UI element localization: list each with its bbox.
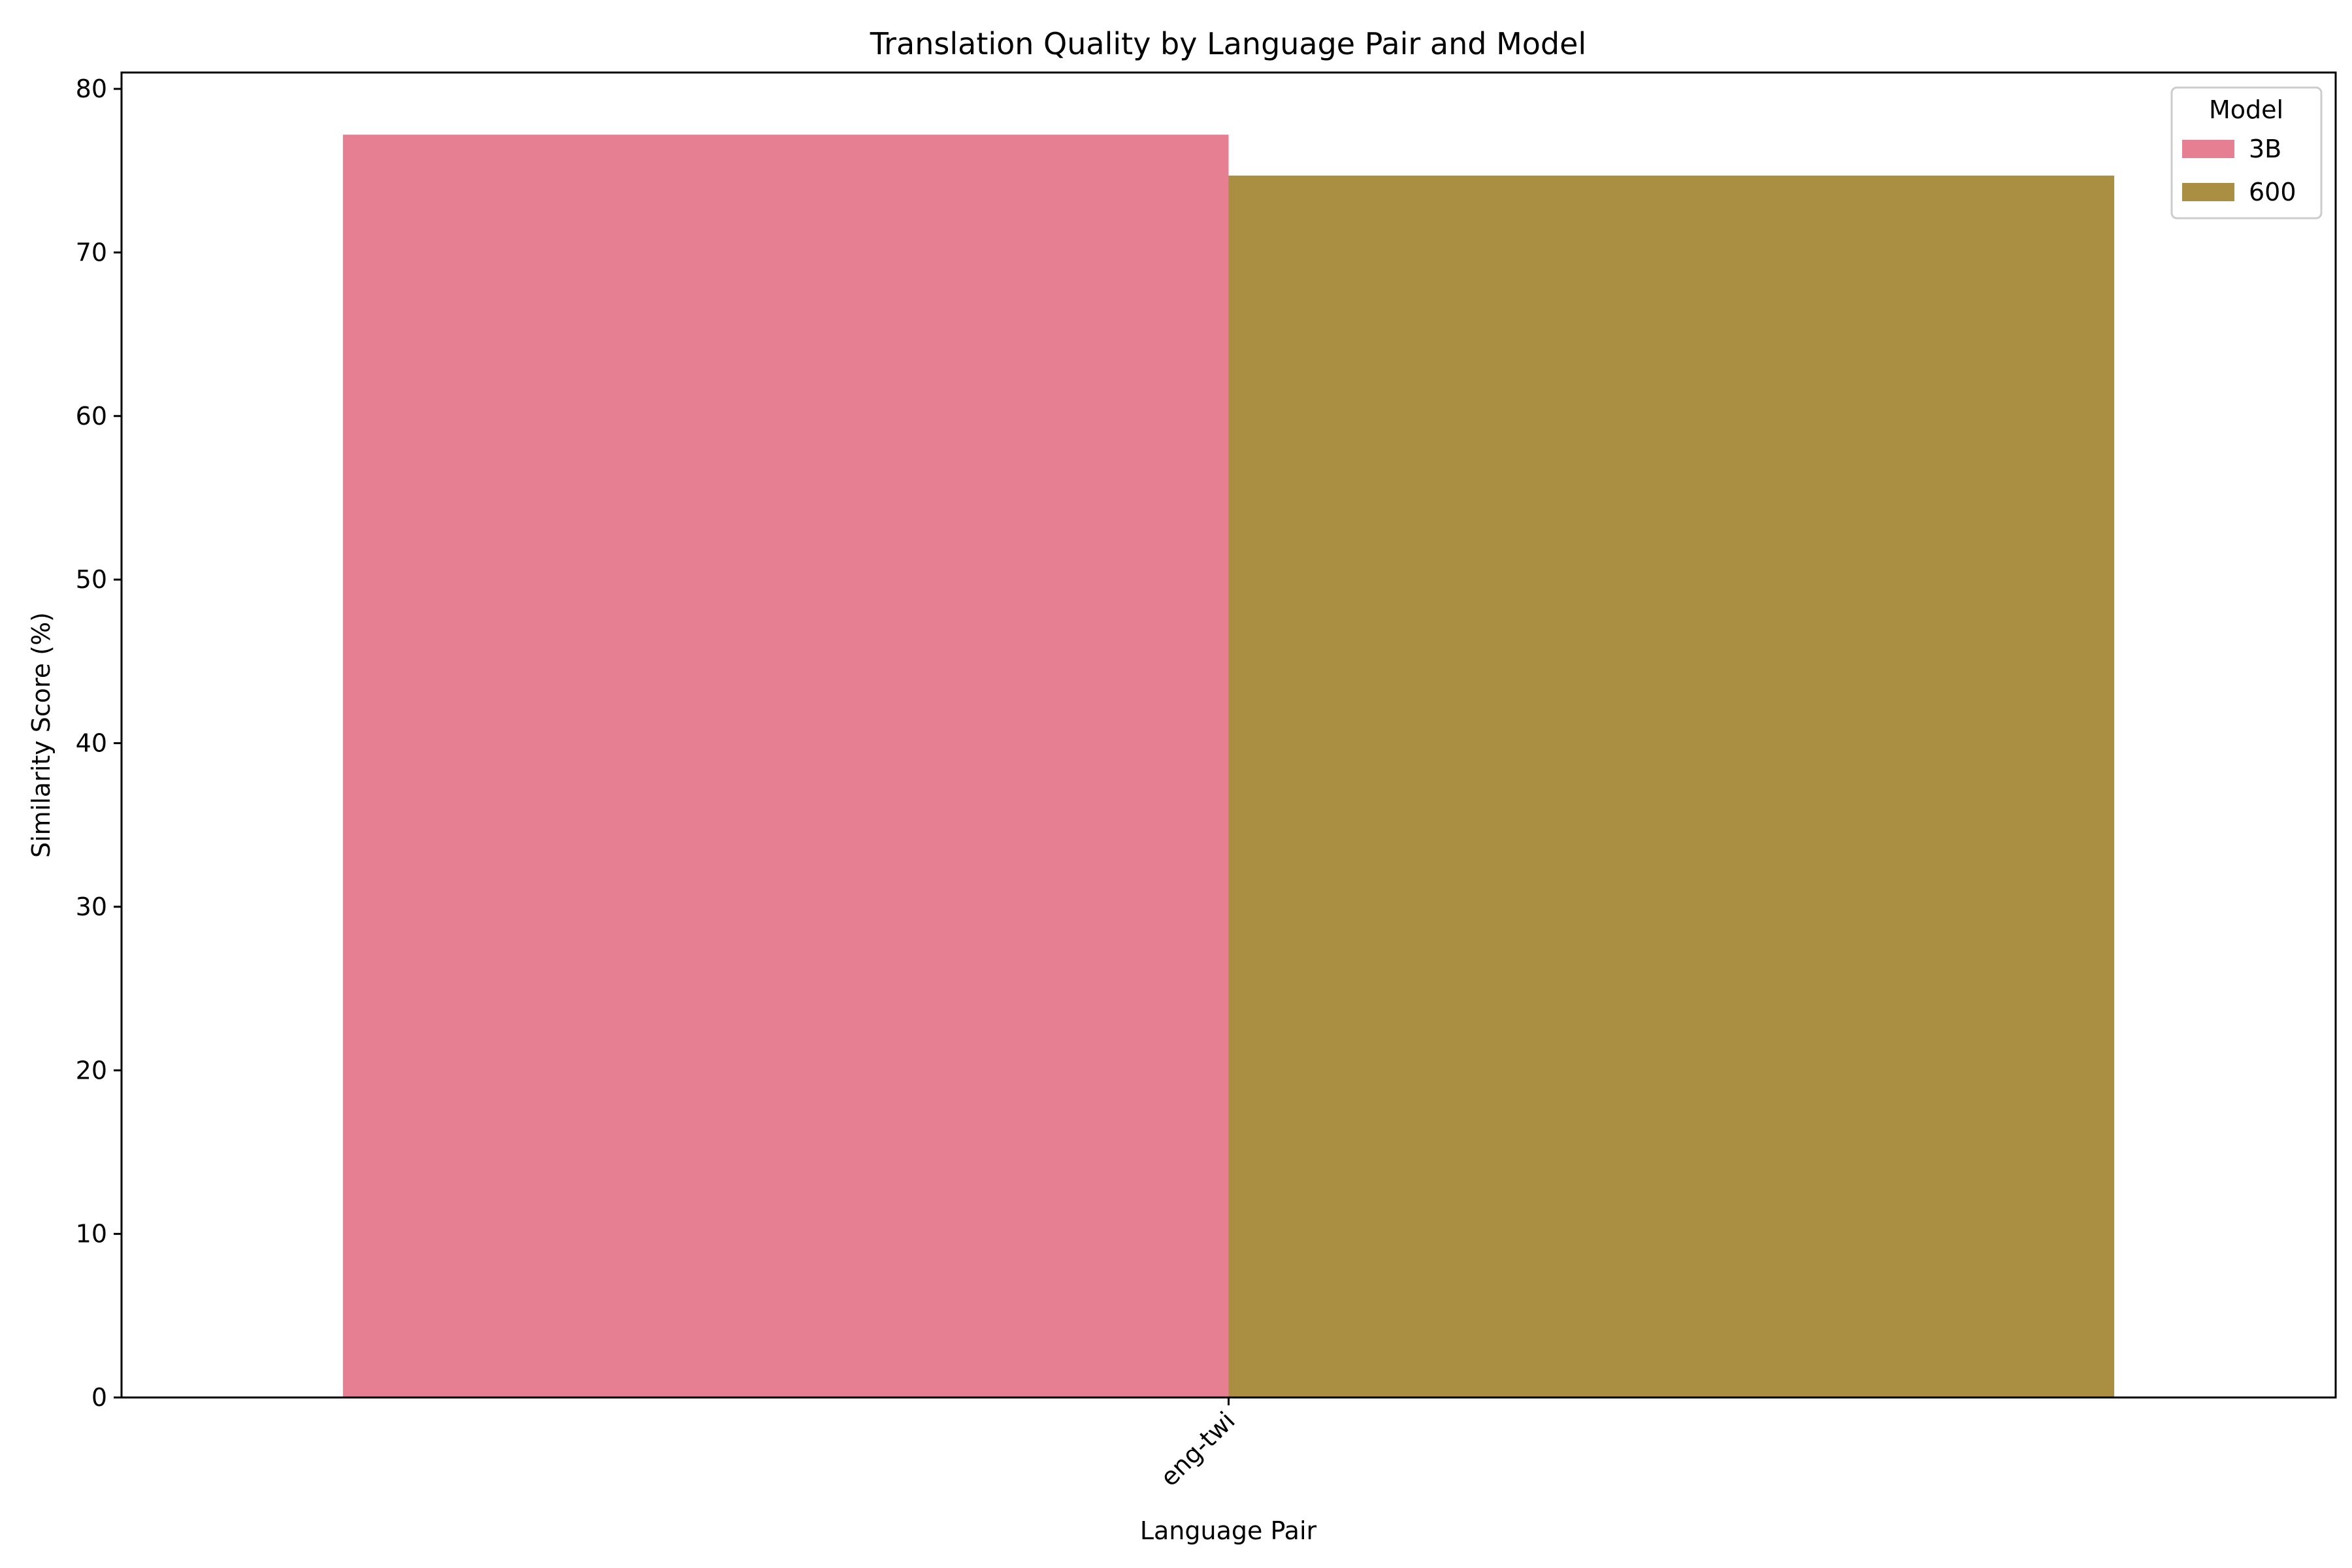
y-axis-ticks: 0 10 20 30 40 50 60 70 80 [76,74,122,1412]
legend-title: Model [2209,95,2283,124]
bars-group [342,135,2115,1397]
y-tick-label: 20 [76,1056,107,1085]
y-tick-label: 60 [76,402,107,431]
y-tick-label: 80 [76,74,107,103]
y-tick-label: 70 [76,238,107,267]
y-tick-label: 50 [76,565,107,594]
bar-600-eng-twi [1228,175,2115,1397]
legend-label-3B: 3B [2249,135,2281,163]
legend: Model 3B 600 [2170,86,2323,220]
legend-items: 3B 600 [2182,135,2296,206]
y-tick-label: 0 [91,1383,107,1412]
legend-swatch-600 [2182,183,2234,201]
chart-title: Translation Quality by Language Pair and… [870,26,1586,61]
bar-3B-eng-twi [342,135,1229,1397]
legend-swatch-3B [2182,140,2234,158]
y-tick-label: 10 [76,1220,107,1249]
y-tick-label: 40 [76,729,107,758]
y-tick-label: 30 [76,892,107,921]
legend-label-600: 600 [2249,178,2296,206]
y-axis-label: Similarity Score (%) [27,612,56,858]
x-axis-label: Language Pair [1140,1516,1317,1545]
